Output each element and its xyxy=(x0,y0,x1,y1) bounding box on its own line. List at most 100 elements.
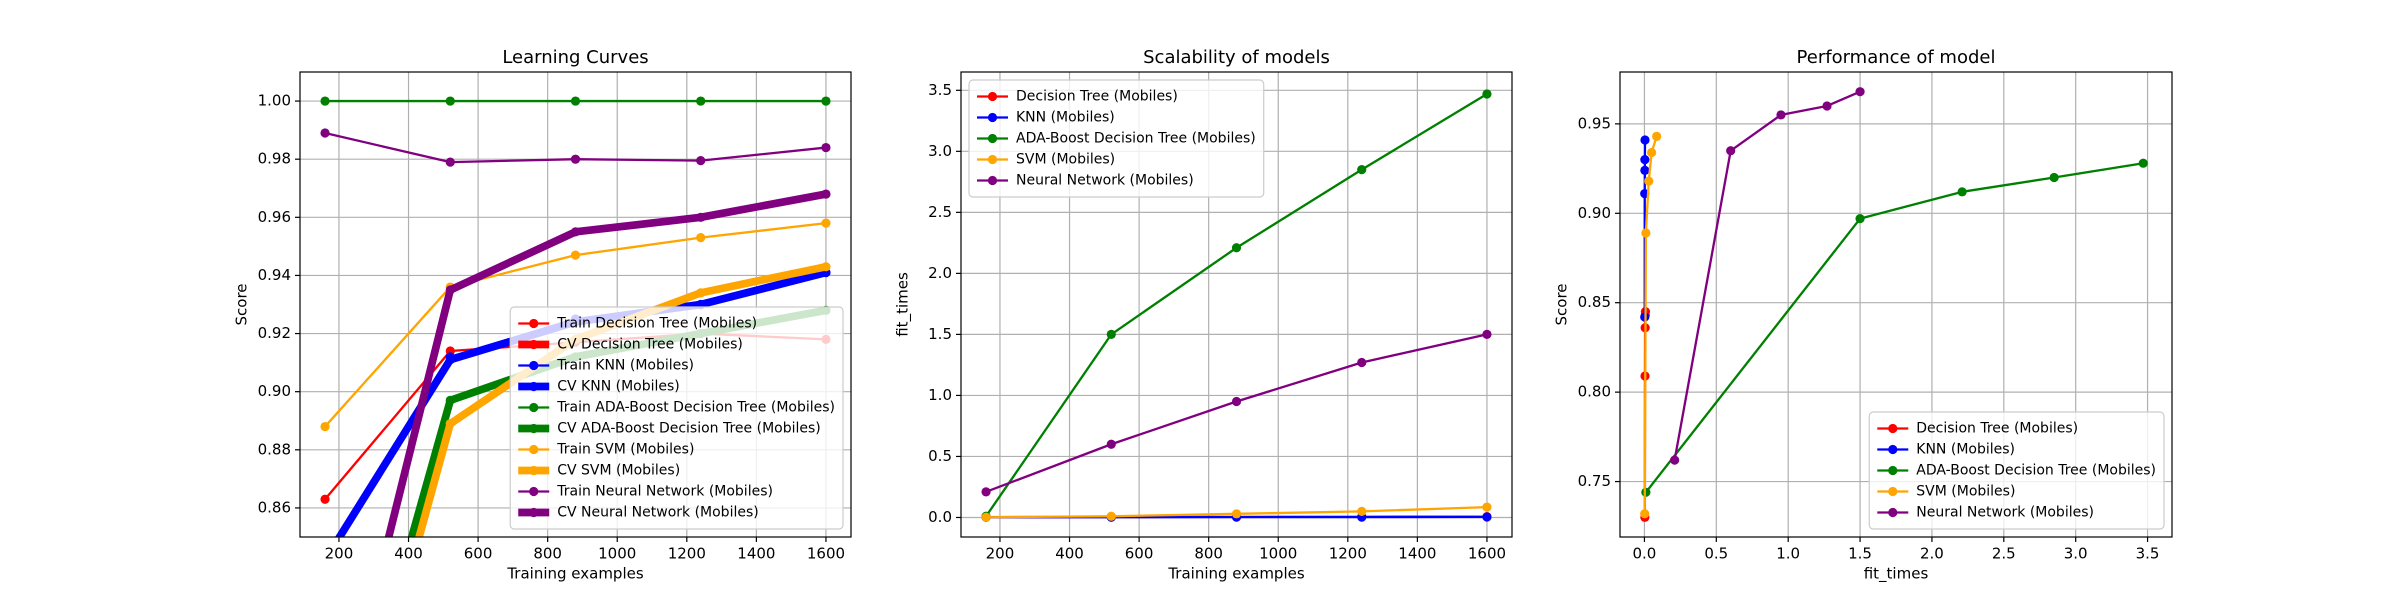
legend-label: Train ADA-Boost Decision Tree (Mobiles) xyxy=(556,400,835,416)
point xyxy=(1640,509,1650,519)
legend-label: CV ADA-Boost Decision Tree (Mobiles) xyxy=(557,421,821,437)
point xyxy=(981,512,991,522)
legend-marker xyxy=(529,465,539,476)
point xyxy=(1726,146,1736,156)
y-tick-label: 0.98 xyxy=(258,150,291,168)
legend-label: Neural Network (Mobiles) xyxy=(1016,173,1194,189)
point xyxy=(1357,357,1367,368)
x-tick-label: 0.0 xyxy=(1633,545,1657,563)
legend-marker xyxy=(1888,444,1898,455)
legend-box xyxy=(1868,411,2165,530)
x-tick-label: 1.0 xyxy=(1776,545,1800,563)
y-tick-label: 2.5 xyxy=(928,203,952,221)
x-tick-label: 200 xyxy=(986,545,1015,563)
x-tick-label: 1400 xyxy=(737,545,775,563)
x-tick-label: 800 xyxy=(533,545,562,563)
legend-label: Neural Network (Mobiles) xyxy=(1916,505,2094,521)
point xyxy=(821,142,831,153)
legend-label: Train Decision Tree (Mobiles) xyxy=(556,316,757,332)
point xyxy=(320,494,330,504)
x-tick-label: 200 xyxy=(325,545,354,563)
point xyxy=(570,96,581,106)
point xyxy=(320,561,329,570)
legend-marker xyxy=(1888,486,1898,497)
y-tick-label: 0.80 xyxy=(1578,383,1611,401)
point xyxy=(320,421,330,432)
y-tick-label: 0.5 xyxy=(928,447,952,465)
axes-frame xyxy=(960,71,1513,538)
point xyxy=(1644,176,1654,186)
point xyxy=(1855,214,1865,224)
point xyxy=(1231,509,1242,519)
point xyxy=(1231,243,1242,253)
legend-marker xyxy=(987,175,998,186)
legend: Decision Tree (Mobiles) KNN (Mobiles) ADA-… xyxy=(968,79,1265,198)
point xyxy=(445,285,455,295)
point xyxy=(1357,165,1367,175)
point xyxy=(1482,502,1492,512)
legend-marker xyxy=(529,381,539,392)
point xyxy=(2138,158,2148,168)
legend-marker xyxy=(987,154,998,165)
point xyxy=(821,218,831,228)
x-tick-label: 600 xyxy=(464,545,493,563)
x-tick-label: 1600 xyxy=(807,545,845,563)
y-tick-label: 1.0 xyxy=(928,386,952,404)
point xyxy=(320,128,330,138)
legend-box xyxy=(968,79,1265,198)
y-tick-label: 0.94 xyxy=(258,266,291,284)
point xyxy=(696,212,706,222)
point xyxy=(1482,512,1492,522)
point xyxy=(1640,165,1650,175)
legend-marker xyxy=(529,339,539,350)
point xyxy=(696,288,706,298)
point xyxy=(570,227,581,237)
point xyxy=(445,355,455,365)
legend-marker xyxy=(987,133,998,144)
legend-label: KNN (Mobiles) xyxy=(1916,442,2015,458)
y-tick-label: 0.92 xyxy=(258,324,291,342)
legend: Train Decision Tree (Mobiles) CV Decision… xyxy=(509,306,844,530)
x-tick-label: 3.5 xyxy=(2136,545,2160,563)
y-axis-label: Score xyxy=(1553,283,1571,325)
legend-label: Decision Tree (Mobiles) xyxy=(1916,421,2078,437)
x-tick-label: 800 xyxy=(1194,545,1223,563)
legend-marker xyxy=(529,423,539,434)
point xyxy=(981,487,991,497)
plot-area xyxy=(1640,87,2148,522)
y-tick-label: 3.0 xyxy=(928,142,952,160)
legend-marker xyxy=(529,486,539,497)
point xyxy=(1357,506,1367,516)
point xyxy=(1855,87,1865,97)
y-tick-label: 2.0 xyxy=(928,264,952,282)
x-tick-label: 1000 xyxy=(1259,545,1297,563)
point xyxy=(821,96,831,106)
legend-marker xyxy=(1888,423,1898,434)
chart-title: Learning Curves xyxy=(502,47,648,68)
point xyxy=(696,156,706,166)
point xyxy=(821,189,831,199)
y-tick-label: 0.86 xyxy=(258,498,291,516)
point xyxy=(1106,511,1116,521)
legend-label: SVM (Mobiles) xyxy=(1916,484,2015,500)
y-tick-label: 0.90 xyxy=(258,382,291,400)
point xyxy=(445,96,455,106)
x-tick-label: 0.5 xyxy=(1704,545,1728,563)
point xyxy=(696,96,706,106)
x-tick-label: 400 xyxy=(1055,545,1084,563)
y-tick-label: 3.5 xyxy=(928,81,952,99)
legend-label: CV Decision Tree (Mobiles) xyxy=(557,337,743,353)
y-tick-label: 0.0 xyxy=(928,508,952,526)
legend-marker xyxy=(529,402,539,413)
x-tick-label: 2.0 xyxy=(1920,545,1944,563)
y-tick-label: 0.88 xyxy=(258,440,291,458)
point xyxy=(445,419,455,429)
legend-marker xyxy=(529,507,539,518)
legend-marker xyxy=(1888,507,1898,518)
point xyxy=(1641,228,1651,238)
point xyxy=(1231,396,1242,407)
plot-area xyxy=(981,89,1492,522)
legend-label: Train SVM (Mobiles) xyxy=(556,442,694,458)
legend-label: CV KNN (Mobiles) xyxy=(557,379,680,395)
point xyxy=(320,96,330,106)
